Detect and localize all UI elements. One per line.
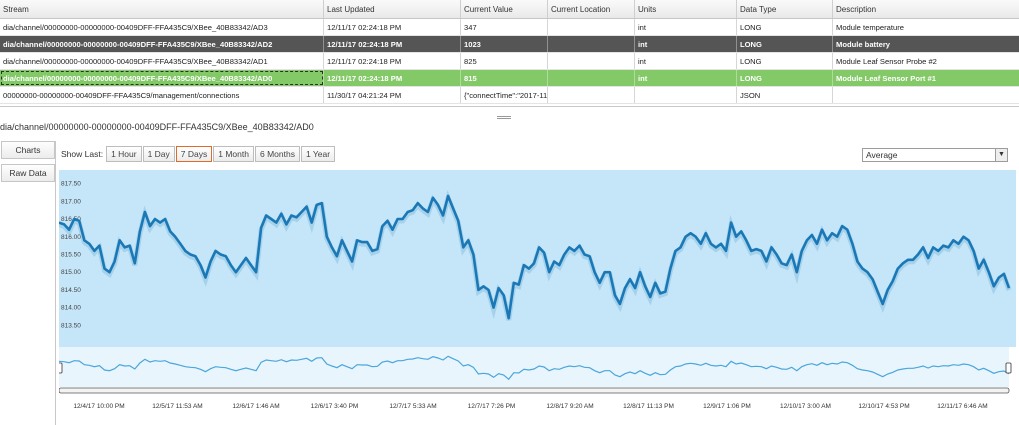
x-tick-label: 12/10/17 4:53 PM: [858, 403, 909, 410]
y-tick-label: 816.50: [61, 216, 81, 223]
stream-cell: 00000000-00000000-00409DFF-FFA435C9/mana…: [0, 87, 324, 103]
aggregate-select-value: Average: [866, 150, 898, 160]
value-cell: 1023: [461, 36, 548, 52]
updated-cell: 12/11/17 02:24:18 PM: [324, 19, 461, 35]
y-tick-label: 815.50: [61, 251, 81, 258]
chart-svg: 817.50 817.00 816.50 816.00 815.50 815.00 814.…: [59, 170, 1016, 410]
updated-cell: 12/11/17 02:24:18 PM: [324, 53, 461, 69]
stream-cell: dia/channel/00000000-00000000-00409DFF-F…: [0, 70, 324, 86]
x-tick-label: 12/5/17 11:53 AM: [152, 403, 202, 410]
range-7-days-button[interactable]: 7 Days: [175, 145, 213, 162]
units-cell: int: [635, 36, 737, 52]
range-1-hour-button[interactable]: 1 Hour: [106, 145, 142, 162]
navigator-right-handle[interactable]: [1005, 362, 1012, 374]
value-cell: 347: [461, 19, 548, 35]
x-tick-label: 12/4/17 10:00 PM: [73, 403, 124, 410]
navigator-series-line: [59, 355, 1010, 381]
description-cell: Module Leaf Sensor Probe #2: [836, 56, 937, 66]
location-cell: [548, 70, 635, 86]
updated-cell: 12/11/17 02:24:18 PM: [324, 70, 461, 86]
type-cell: LONG: [737, 19, 833, 35]
type-cell: LONG: [737, 36, 833, 52]
updated-cell: 12/11/17 02:24:18 PM: [324, 36, 461, 52]
column-header-data-type[interactable]: Data Type: [737, 0, 833, 18]
series-line-layer: [59, 190, 1012, 321]
value-cell: 825: [461, 53, 548, 69]
x-axis-ticks: 12/4/17 10:00 PM 12/5/17 11:53 AM 12/6/17 …: [73, 403, 987, 410]
column-header-stream[interactable]: Stream: [0, 0, 324, 18]
x-tick-label: 12/8/17 11:13 PM: [623, 403, 674, 410]
y-tick-label: 814.50: [61, 287, 81, 294]
chevron-down-icon[interactable]: ▼: [995, 149, 1007, 161]
location-cell: [548, 36, 635, 52]
table-row-selected[interactable]: dia/channel/00000000-00000000-00409DFF-F…: [0, 70, 1019, 87]
navigator-area: [59, 347, 1009, 387]
units-cell: int: [635, 19, 737, 35]
table-row[interactable]: dia/channel/00000000-00000000-00409DFF-F…: [0, 19, 1019, 36]
range-1-day-button[interactable]: 1 Day: [142, 145, 175, 162]
streams-table: Stream Last Updated Current Value Curren…: [0, 0, 1019, 107]
y-tick-label: 817.00: [61, 198, 81, 205]
column-header-description[interactable]: Description: [836, 4, 877, 14]
x-tick-label: 12/11/17 6:46 AM: [937, 403, 987, 410]
table-row[interactable]: dia/channel/00000000-00000000-00409DFF-F…: [0, 53, 1019, 70]
time-range-toolbar: Show Last: 1 Hour 1 Day 7 Days 1 Month 6…: [61, 145, 336, 162]
units-cell: [635, 87, 737, 103]
location-cell: [548, 53, 635, 69]
range-1-year-button[interactable]: 1 Year: [300, 145, 336, 162]
y-tick-label: 815.00: [61, 269, 81, 276]
type-cell: JSON: [737, 87, 833, 103]
table-header: Stream Last Updated Current Value Curren…: [0, 0, 1019, 19]
x-tick-label: 12/6/17 1:46 AM: [232, 403, 279, 410]
column-header-current-value[interactable]: Current Value: [461, 0, 548, 18]
value-cell: 815: [461, 70, 548, 86]
x-tick-label: 12/9/17 1:06 PM: [703, 403, 751, 410]
x-tick-label: 12/7/17 7:26 PM: [468, 403, 516, 410]
location-cell: [548, 19, 635, 35]
x-tick-label: 12/10/17 3:00 AM: [780, 403, 831, 410]
units-cell: int: [635, 53, 737, 69]
y-tick-label: 817.50: [61, 181, 81, 188]
column-header-last-updated[interactable]: Last Updated: [324, 0, 461, 18]
navigator-layer: [59, 355, 1010, 381]
stream-cell: dia/channel/00000000-00000000-00409DFF-F…: [0, 53, 324, 69]
y-tick-label: 813.50: [61, 322, 81, 329]
navigator-left-handle[interactable]: [59, 362, 63, 374]
y-tick-label: 816.00: [61, 234, 81, 241]
description-cell: Module battery: [836, 39, 891, 49]
x-tick-label: 12/6/17 3:40 PM: [311, 403, 359, 410]
value-cell: {"connectTime":"2017-11: [461, 87, 548, 103]
aggregate-select[interactable]: Average ▼: [862, 148, 1008, 162]
stream-cell: dia/channel/00000000-00000000-00409DFF-F…: [0, 36, 324, 52]
tab-raw-data[interactable]: Raw Data: [1, 164, 55, 182]
range-6-months-button[interactable]: 6 Months: [254, 145, 300, 162]
description-cell: [833, 87, 1019, 103]
stream-cell: dia/channel/00000000-00000000-00409DFF-F…: [0, 19, 324, 35]
selected-stream-path: dia/channel/00000000-00000000-00409DFF-F…: [0, 122, 314, 132]
type-cell: LONG: [737, 70, 833, 86]
column-header-current-location[interactable]: Current Location: [548, 0, 635, 18]
view-tabs: Charts Raw Data: [0, 141, 56, 425]
stream-chart: 817.50 817.00 816.50 816.00 815.50 815.00 814.…: [59, 170, 1016, 410]
tab-charts[interactable]: Charts: [1, 141, 55, 159]
table-row[interactable]: 00000000-00000000-00409DFF-FFA435C9/mana…: [0, 87, 1019, 104]
column-header-units[interactable]: Units: [635, 0, 737, 18]
x-tick-label: 12/8/17 9:20 AM: [546, 403, 593, 410]
chart-scrollbar[interactable]: [59, 387, 1010, 394]
y-tick-label: 814.00: [61, 305, 81, 312]
y-axis-ticks: 817.50 817.00 816.50 816.00 815.50 815.00 814.…: [61, 181, 81, 330]
type-cell: LONG: [737, 53, 833, 69]
show-last-label: Show Last:: [61, 148, 104, 159]
description-cell: Module Leaf Sensor Port #1: [836, 73, 937, 83]
location-cell: [548, 87, 635, 103]
series-line: [59, 194, 1011, 320]
units-cell: int: [635, 70, 737, 86]
table-row[interactable]: dia/channel/00000000-00000000-00409DFF-F…: [0, 36, 1019, 53]
range-1-month-button[interactable]: 1 Month: [213, 145, 254, 162]
x-tick-label: 12/7/17 5:33 AM: [389, 403, 436, 410]
description-cell: Module temperature: [836, 22, 904, 32]
panel-splitter-handle[interactable]: [497, 116, 511, 119]
updated-cell: 11/30/17 04:21:24 PM: [324, 87, 461, 103]
